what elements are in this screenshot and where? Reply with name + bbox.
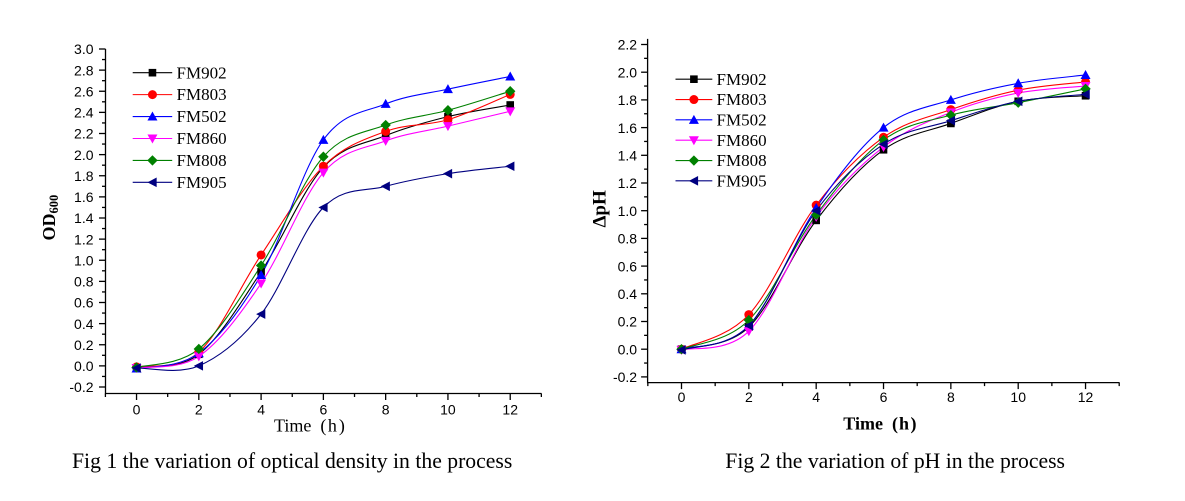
svg-text:FM860: FM860 (177, 129, 227, 148)
svg-text:FM808: FM808 (177, 151, 227, 170)
svg-text:Fig 1 the variation of optical: Fig 1 the variation of optical density i… (72, 449, 512, 473)
svg-text:FM902: FM902 (177, 63, 227, 82)
svg-text:6: 6 (319, 402, 327, 418)
svg-text:FM905: FM905 (717, 171, 767, 190)
svg-text:0.8: 0.8 (618, 231, 638, 247)
svg-text:1.0: 1.0 (74, 252, 94, 268)
svg-text:2: 2 (195, 402, 203, 418)
svg-text:12: 12 (502, 402, 518, 418)
svg-text:0: 0 (678, 389, 686, 405)
svg-text:1.6: 1.6 (618, 120, 638, 136)
svg-text:FM502: FM502 (177, 107, 227, 126)
svg-text:10: 10 (440, 402, 456, 418)
svg-text:FM902: FM902 (717, 70, 767, 89)
svg-text:-0.2: -0.2 (613, 369, 637, 385)
svg-text:2.2: 2.2 (618, 37, 638, 53)
svg-text:1.2: 1.2 (74, 231, 94, 247)
svg-text:3.0: 3.0 (74, 41, 94, 57)
svg-text:0.4: 0.4 (74, 316, 94, 332)
svg-text:FM502: FM502 (717, 110, 767, 129)
svg-text:1.4: 1.4 (74, 210, 94, 226)
svg-text:6: 6 (880, 389, 888, 405)
svg-text:0.2: 0.2 (618, 314, 638, 330)
svg-text:0.0: 0.0 (74, 358, 94, 374)
svg-text:0.6: 0.6 (74, 295, 94, 311)
svg-text:-0.2: -0.2 (69, 379, 93, 395)
svg-text:0.2: 0.2 (74, 337, 94, 353)
svg-text:8: 8 (382, 402, 390, 418)
svg-text:0.4: 0.4 (618, 286, 638, 302)
svg-text:FM803: FM803 (177, 85, 227, 104)
svg-text:1.6: 1.6 (74, 189, 94, 205)
svg-text:4: 4 (257, 402, 265, 418)
svg-text:2.0: 2.0 (74, 147, 94, 163)
svg-text:FM905: FM905 (177, 173, 227, 192)
svg-text:Fig 2 the variation of pH in t: Fig 2 the variation of pH in the process (725, 449, 1065, 473)
svg-text:0.6: 0.6 (618, 258, 638, 274)
svg-text:0.0: 0.0 (618, 341, 638, 357)
svg-text:ΔpH: ΔpH (590, 190, 611, 227)
svg-text:12: 12 (1078, 389, 1094, 405)
svg-text:1.8: 1.8 (74, 168, 94, 184)
svg-text:2.4: 2.4 (74, 105, 94, 121)
svg-text:2.0: 2.0 (618, 64, 638, 80)
svg-text:Time (h): Time (h) (274, 415, 345, 436)
svg-text:0: 0 (133, 402, 141, 418)
svg-text:FM803: FM803 (717, 90, 767, 109)
svg-text:FM808: FM808 (717, 151, 767, 170)
svg-text:8: 8 (947, 389, 955, 405)
svg-text:1.2: 1.2 (618, 175, 638, 191)
svg-text:1.4: 1.4 (618, 148, 638, 164)
svg-text:0.8: 0.8 (74, 274, 94, 290)
svg-text:1.0: 1.0 (618, 203, 638, 219)
svg-text:FM860: FM860 (717, 131, 767, 150)
svg-text:2.8: 2.8 (74, 62, 94, 78)
svg-text:2.2: 2.2 (74, 126, 94, 142)
svg-text:10: 10 (1010, 389, 1026, 405)
svg-text:Time (h): Time (h) (843, 413, 916, 434)
svg-text:1.8: 1.8 (618, 92, 638, 108)
svg-text:2.6: 2.6 (74, 83, 94, 99)
svg-text:2: 2 (745, 389, 753, 405)
svg-text:4: 4 (812, 389, 820, 405)
